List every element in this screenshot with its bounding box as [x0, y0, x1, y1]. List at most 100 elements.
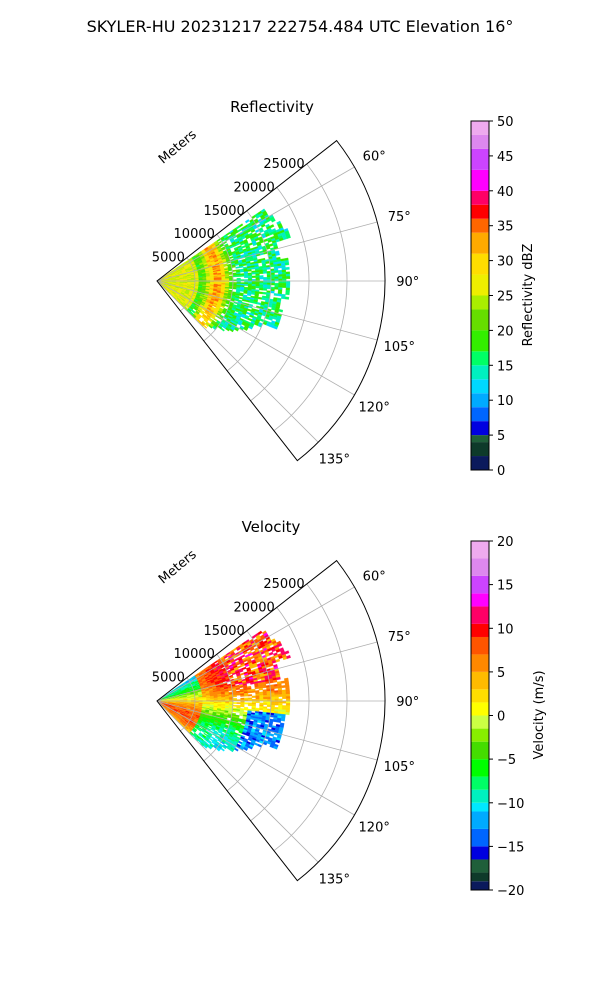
vel-data-cell — [251, 695, 256, 698]
refl-colorbar-band — [471, 169, 489, 191]
vel-data-cell — [263, 695, 268, 698]
vel-angle-tick-label: 105° — [384, 760, 415, 775]
vel-data-cell — [232, 710, 237, 713]
vel-data-cell — [210, 735, 215, 740]
vel-data-cell — [274, 696, 279, 700]
vel-data-cell — [259, 708, 264, 711]
vel-data-cell — [285, 703, 291, 706]
refl-colorbar-band — [471, 435, 489, 443]
vel-colorbar-band — [471, 776, 489, 790]
vel-data-cell — [278, 702, 283, 706]
vel-colorbar-tick-label: 5 — [497, 666, 505, 681]
refl-data-cell — [262, 288, 268, 291]
vel-radial-tick-label: 15000 — [203, 624, 244, 639]
refl-data-cell — [281, 271, 287, 275]
refl-data-cell — [247, 277, 253, 280]
refl-data-cell — [285, 292, 290, 296]
refl-data-cell — [275, 252, 280, 256]
vel-data-cell — [270, 704, 275, 708]
vel-colorbar-band — [471, 636, 489, 655]
refl-colorbar-band — [471, 148, 489, 170]
vel-data-cell — [278, 705, 283, 708]
refl-data-cell — [225, 327, 230, 332]
vel-colorbar-band — [471, 671, 489, 690]
refl-angle-spoke — [156, 166, 355, 282]
vel-radial-tick-label: 5000 — [152, 671, 185, 686]
refl-data-cell — [262, 271, 268, 274]
refl-colorbar-band — [471, 218, 489, 233]
refl-data-cell — [217, 278, 222, 281]
figure-suptitle: SKYLER-HU 20231217 222754.484 UTC Elevat… — [87, 17, 514, 36]
refl-data-cell — [244, 283, 249, 286]
reflectivity-angle-tick-labels: 60°75°90°105°120°135° — [319, 150, 420, 468]
vel-data-cell — [266, 692, 271, 696]
reflectivity-radial-axis-label: Meters — [156, 127, 200, 167]
vel-data-cell — [247, 690, 252, 694]
refl-colorbar-band — [471, 295, 489, 310]
vel-data-cell — [243, 708, 249, 711]
vel-data-cell — [285, 691, 290, 695]
refl-data-cell — [270, 218, 276, 223]
vel-data-cell — [272, 719, 278, 723]
vel-data-cell — [274, 694, 279, 698]
refl-colorbar-tick-label: 10 — [497, 394, 514, 409]
vel-data-cell — [259, 697, 264, 700]
vel-data-cell — [259, 702, 264, 705]
refl-data-cell — [274, 282, 279, 286]
refl-colorbar-band — [471, 442, 489, 457]
refl-data-cell — [255, 277, 260, 280]
refl-data-cell — [244, 219, 250, 224]
refl-colorbar-band — [471, 121, 489, 135]
refl-range-ring — [226, 210, 272, 372]
refl-colorbar-band — [471, 274, 489, 296]
vel-data-cell — [263, 702, 268, 705]
vel-data-cell — [262, 685, 267, 689]
refl-data-cell — [282, 283, 287, 286]
refl-colorbar-band — [471, 365, 489, 380]
vel-data-cell — [277, 643, 283, 648]
refl-data-cell — [220, 327, 225, 332]
refl-colorbar-tick-label: 40 — [497, 185, 514, 200]
refl-data-cell — [239, 270, 245, 273]
refl-data-cell — [262, 291, 267, 295]
refl-data-cell — [224, 304, 230, 308]
vel-data-cell — [229, 698, 234, 700]
refl-data-cell — [278, 309, 284, 313]
vel-colorbar-tick-label: 20 — [497, 535, 514, 550]
velocity-title: Velocity — [242, 518, 301, 536]
vel-angle-tick-label: 135° — [319, 872, 350, 887]
refl-radial-tick-label: 25000 — [263, 157, 304, 172]
refl-data-cell — [266, 272, 271, 276]
refl-angle-tick-label: 135° — [319, 452, 350, 467]
refl-data-cell — [259, 271, 264, 274]
vel-data-cell — [244, 702, 249, 705]
vel-data-cell — [286, 655, 291, 659]
refl-data-cell — [228, 287, 233, 290]
refl-data-cell — [240, 274, 245, 277]
refl-data-cell — [284, 296, 290, 300]
refl-angle-tick-label: 90° — [396, 275, 419, 290]
vel-data-cell — [270, 694, 275, 698]
refl-data-cell — [285, 271, 290, 275]
vel-colorbar-band — [471, 606, 489, 624]
refl-colorbar-tick-label: 25 — [497, 290, 514, 305]
refl-data-cell — [286, 235, 291, 239]
refl-data-cell — [270, 286, 275, 290]
refl-data-cell — [266, 274, 272, 278]
vel-colorbar-band — [471, 593, 489, 607]
refl-data-cell — [282, 274, 287, 277]
vel-data-cell — [268, 651, 274, 656]
refl-data-cell — [270, 274, 275, 278]
refl-angle-tick-label: 105° — [384, 340, 415, 355]
refl-data-cell — [243, 327, 248, 331]
refl-colorbar-band — [471, 421, 489, 436]
vel-radial-tick-label: 20000 — [233, 600, 274, 615]
refl-data-cell — [208, 324, 213, 329]
vel-data-cell — [285, 705, 291, 709]
refl-data-cell — [247, 308, 252, 312]
refl-angle-spoke — [156, 221, 378, 282]
refl-colorbar-band — [471, 204, 489, 219]
